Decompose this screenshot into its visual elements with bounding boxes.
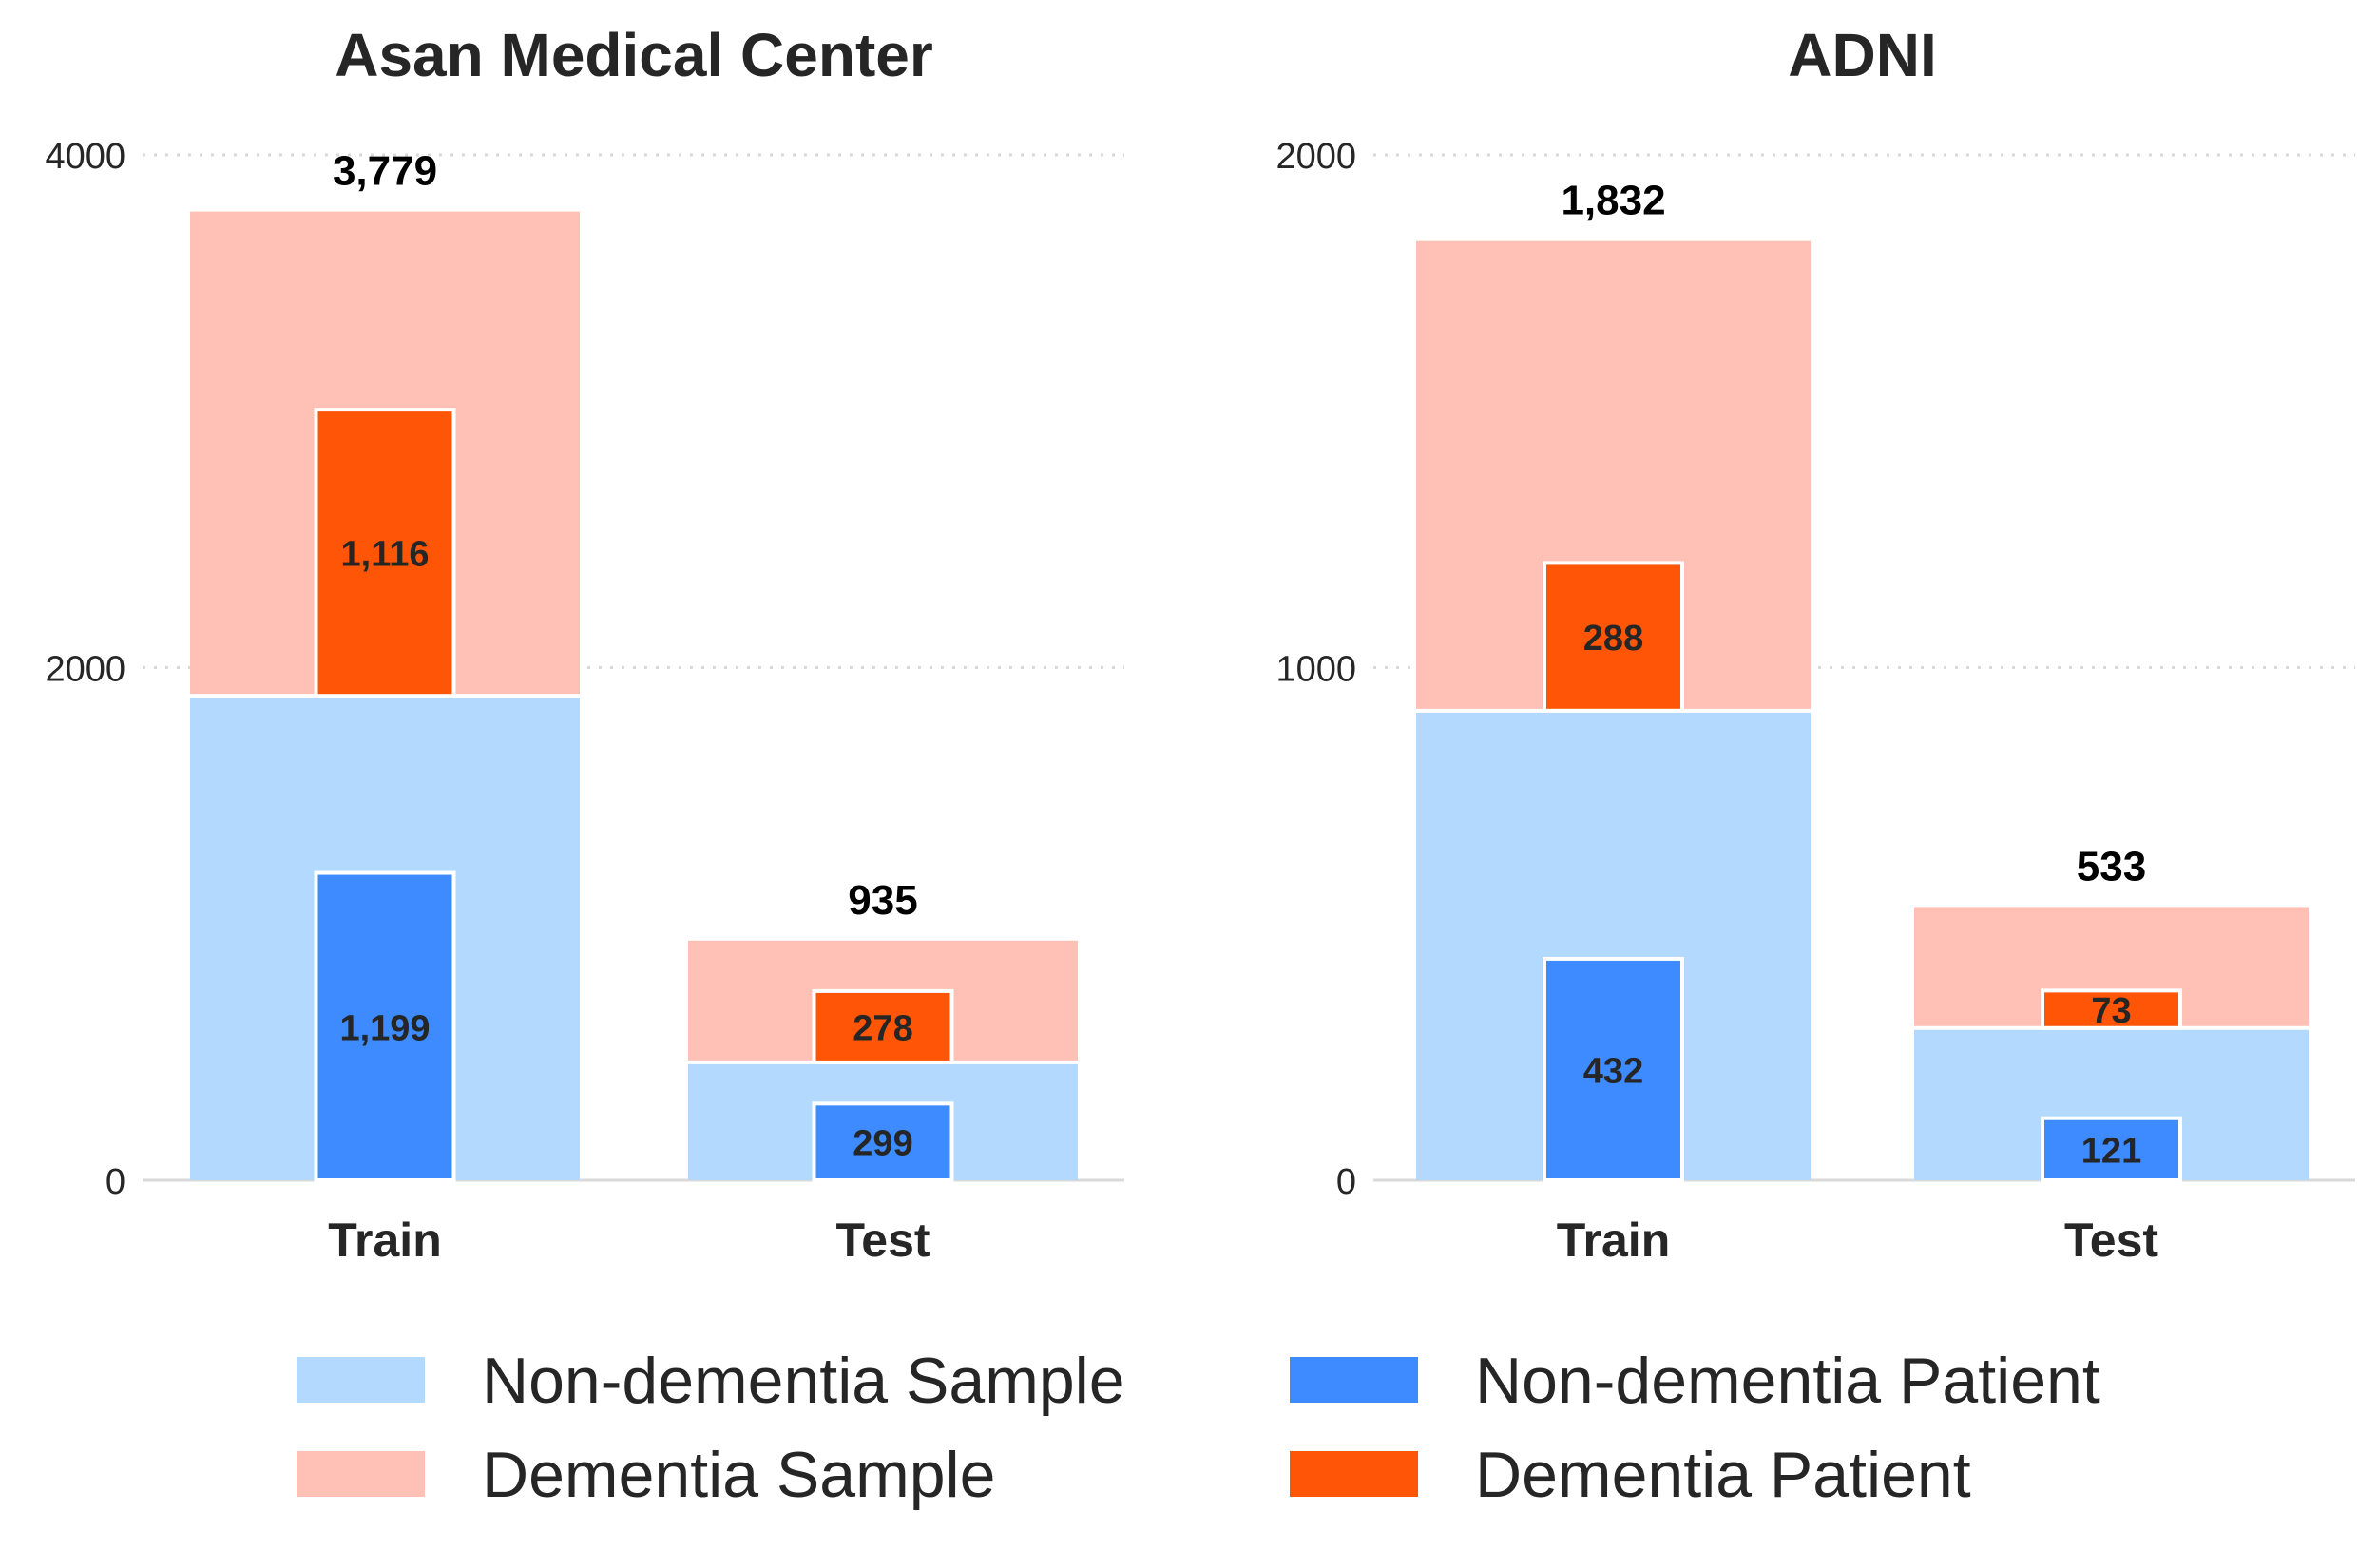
x-tick-label: Test xyxy=(2064,1214,2158,1267)
non-dementia-patient-label: 432 xyxy=(1583,1051,1643,1091)
bar-dementia-patient xyxy=(2041,988,2182,1030)
legend-swatch xyxy=(1290,1451,1418,1497)
legend-label: Dementia Sample xyxy=(482,1439,995,1511)
chart-title: ADNI xyxy=(1788,21,1936,89)
bar-dementia-patient xyxy=(314,408,456,698)
bar-non-dementia-patient xyxy=(314,870,456,1182)
x-tick-label: Test xyxy=(835,1214,930,1267)
bar-non-dementia-patient xyxy=(2041,1116,2182,1182)
legend: Non-dementia Sample Non-dementia Patient D… xyxy=(297,1345,2100,1511)
legend-swatch xyxy=(1290,1357,1418,1403)
chart-panel-1: Asan Medical Center 0 2000 4000 3,779 1,199 1,… xyxy=(45,21,1124,1267)
chart-title: Asan Medical Center xyxy=(335,21,933,89)
legend-swatch xyxy=(297,1357,425,1403)
bar-dementia-patient xyxy=(1543,561,1684,713)
total-label: 3,779 xyxy=(333,148,437,195)
y-tick-label: 2000 xyxy=(45,650,125,690)
bar-dementia-patient xyxy=(812,988,954,1064)
dementia-patient-label: 1,116 xyxy=(341,535,430,575)
bar-non-dementia-patient xyxy=(812,1101,954,1182)
y-tick-label: 1000 xyxy=(1275,650,1356,690)
total-label: 935 xyxy=(848,877,917,924)
x-tick-label: Train xyxy=(1557,1214,1670,1267)
legend-label: Non-dementia Sample xyxy=(482,1345,1125,1417)
non-dementia-patient-label: 121 xyxy=(2081,1131,2141,1171)
y-tick-label: 0 xyxy=(1336,1162,1356,1202)
dementia-patient-label: 278 xyxy=(853,1008,912,1048)
non-dementia-patient-label: 299 xyxy=(853,1124,912,1164)
y-tick-label: 2000 xyxy=(1275,137,1356,177)
x-tick-label: Train xyxy=(328,1214,441,1267)
chart-panel-2: ADNI 0 1000 2000 1,832 432 288 Train 533 121 73 Tes… xyxy=(1275,21,2355,1267)
dementia-patient-label: 73 xyxy=(2091,991,2131,1031)
non-dementia-patient-label: 1,199 xyxy=(339,1008,430,1048)
bar-non-dementia-patient xyxy=(1543,956,1684,1182)
total-label: 533 xyxy=(2077,843,2146,889)
legend-label: Dementia Patient xyxy=(1475,1439,1971,1511)
y-tick-label: 4000 xyxy=(45,137,125,177)
legend-swatch xyxy=(297,1451,425,1497)
y-tick-label: 0 xyxy=(105,1162,125,1202)
total-label: 1,832 xyxy=(1561,178,1665,224)
legend-label: Non-dementia Patient xyxy=(1475,1345,2100,1417)
dementia-patient-label: 288 xyxy=(1583,619,1643,659)
